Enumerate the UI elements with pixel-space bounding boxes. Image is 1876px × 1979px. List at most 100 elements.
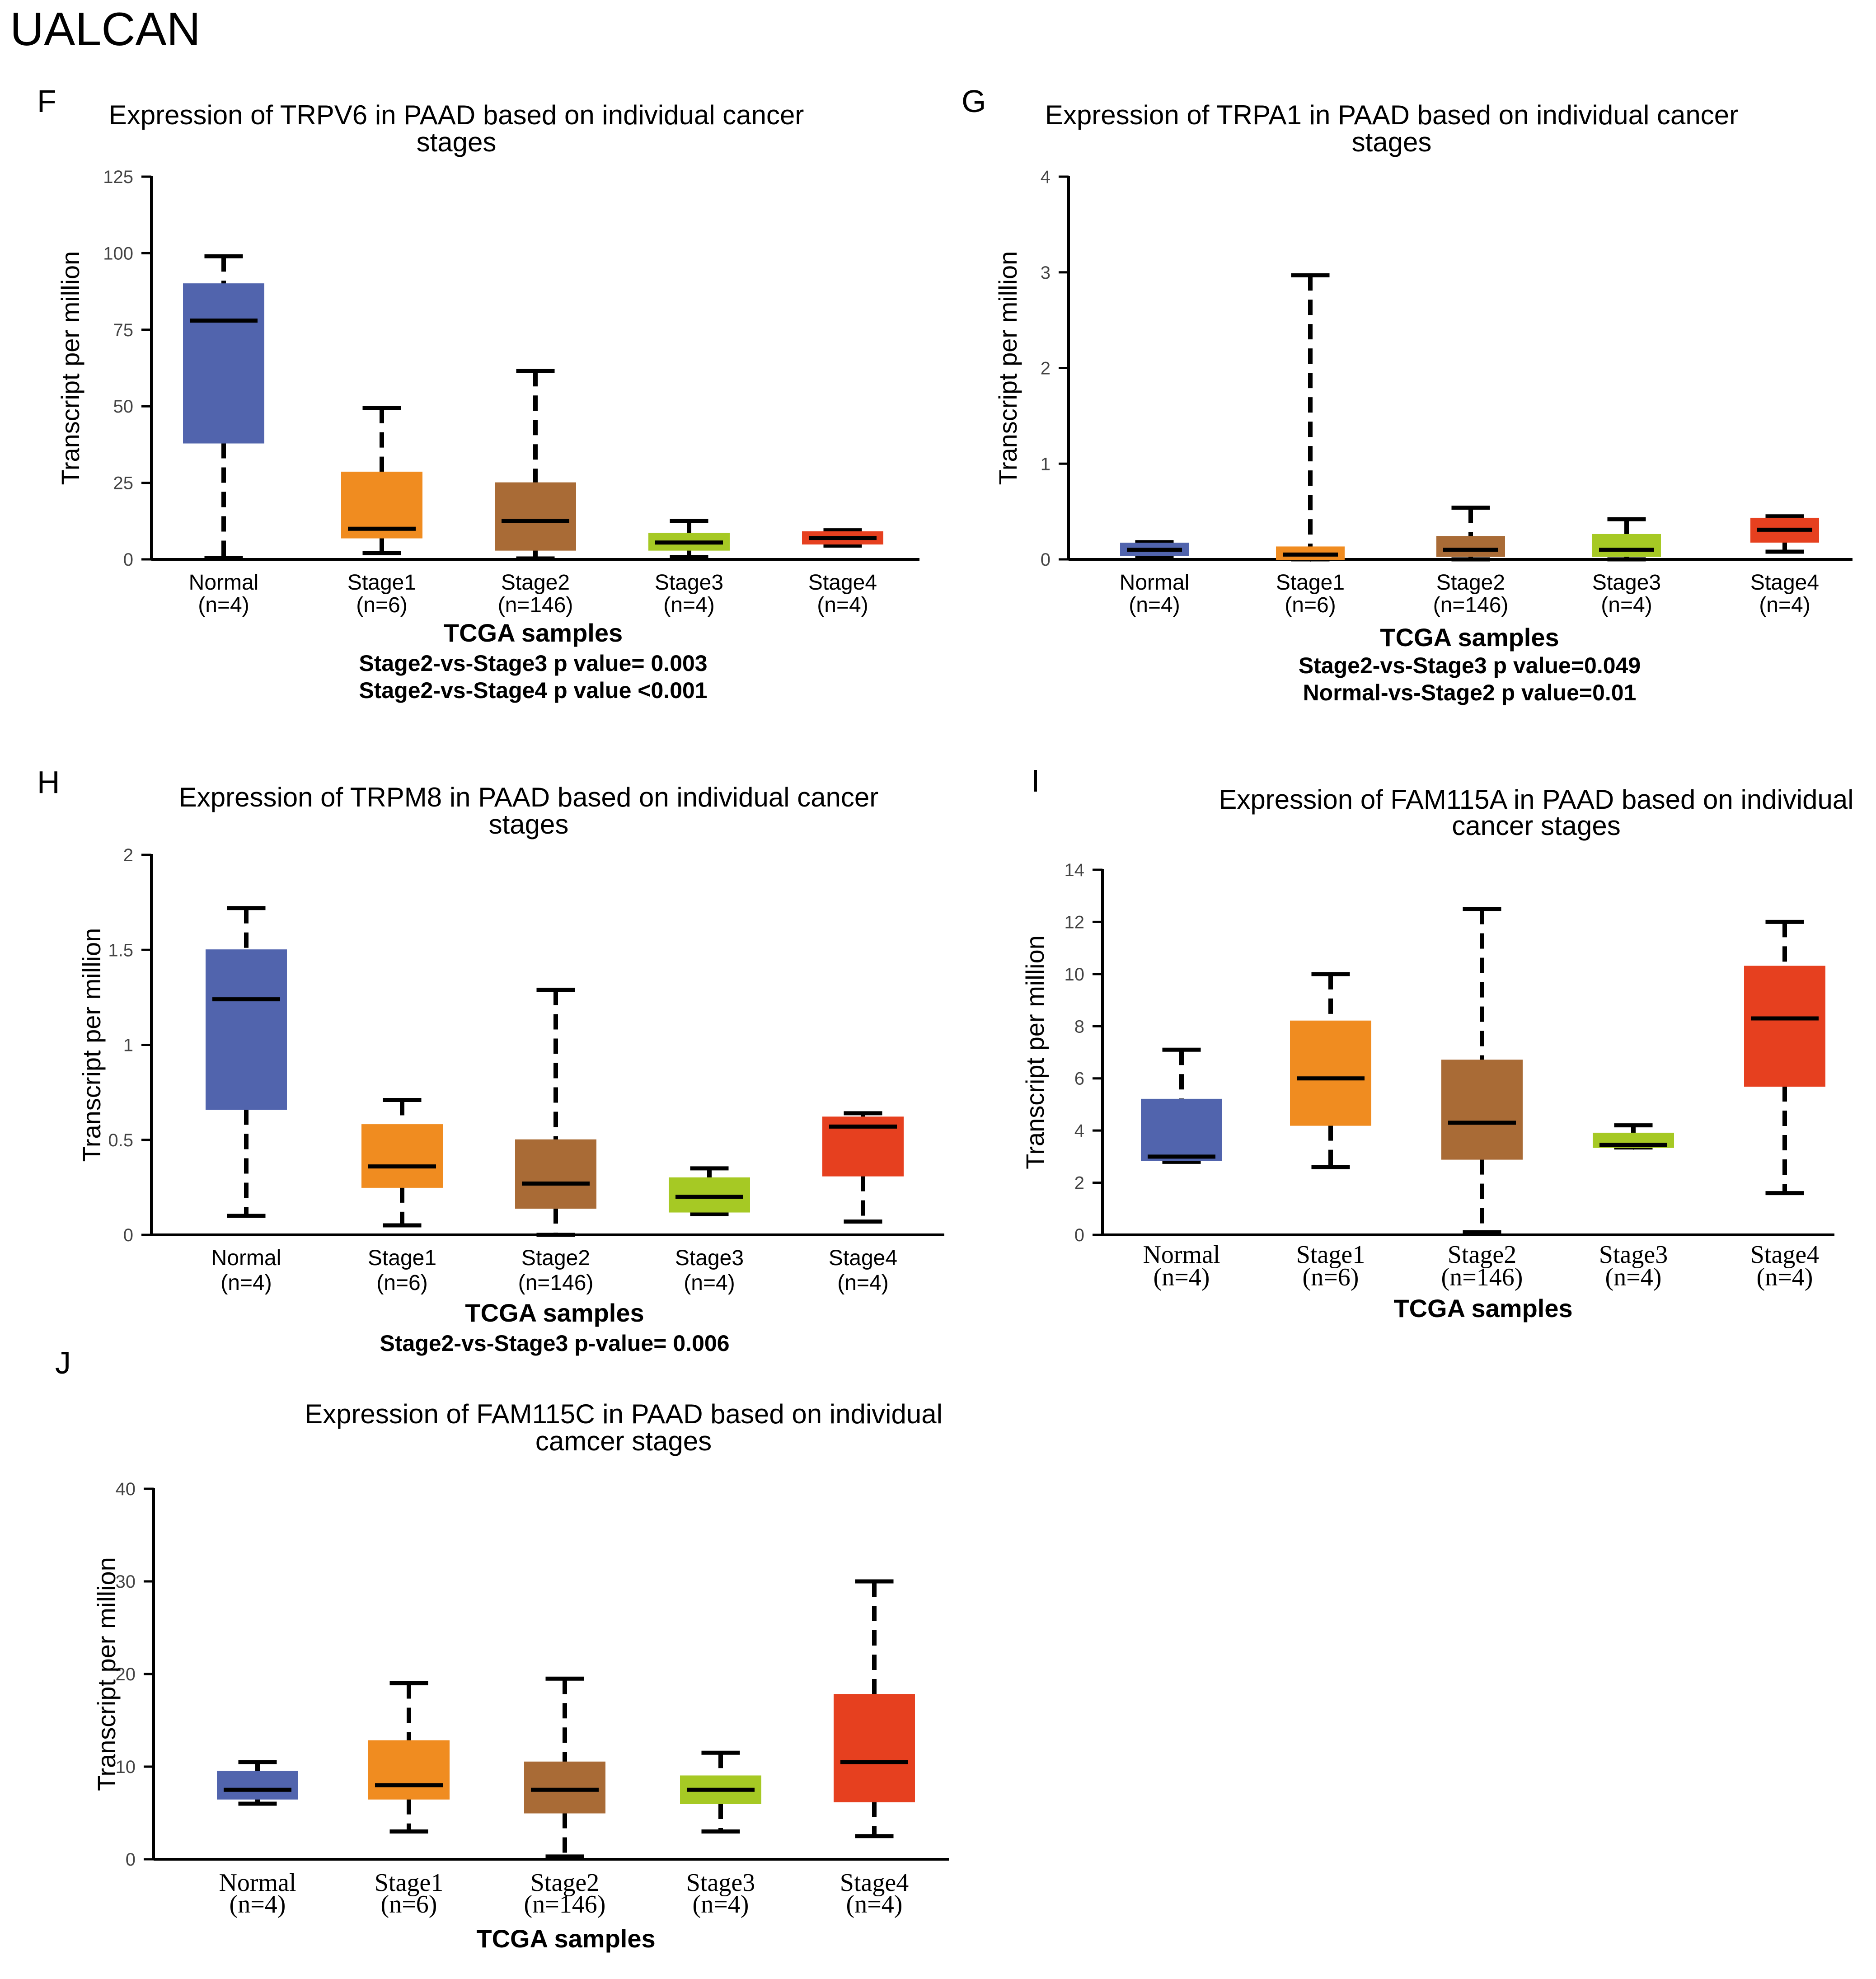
box-stage4 [834,1579,915,1838]
y-tick-label: 75 [113,320,134,340]
y-tick-label: 1 [1041,454,1051,474]
y-tick-label: 25 [113,474,134,493]
iqr-box [361,1124,443,1188]
iqr-box [217,1771,298,1800]
box-stage1 [1290,972,1371,1169]
chart-title-line: Expression of FAM115C in PAAD based on i… [305,1399,943,1429]
x-sample-count-label: (n=6) [1285,593,1336,617]
x-category-label: Stage2 [521,1246,590,1270]
y-tick-label: 2 [1041,359,1051,379]
x-category-label: Stage2 [1448,1241,1516,1269]
x-sample-count-label: (n=6) [1303,1263,1359,1291]
y-tick-label: 12 [1065,912,1085,932]
box-stage1 [368,1681,450,1834]
panel-label: J [55,1345,71,1380]
y-tick-label: 125 [103,167,133,187]
panel-label: H [37,764,60,800]
x-sample-count-label: (n=4) [693,1890,749,1918]
y-tick-label: 4 [1041,167,1051,187]
y-tick-label: 2 [1074,1173,1084,1193]
box-normal [206,906,287,1218]
box-stage3 [1593,1123,1674,1150]
x-sample-count-label: (n=4) [1759,593,1810,617]
x-sample-count-label: (n=4) [1757,1263,1813,1291]
iqr-box [495,482,576,551]
box-stage2 [1436,506,1505,562]
y-axis-label: Transcript per million [77,928,106,1162]
box-stage2 [515,988,596,1237]
x-category-label: Normal [211,1246,281,1270]
x-category-label: Stage3 [1592,571,1661,595]
x-category-label: Stage1 [368,1246,436,1270]
box-stage3 [669,1166,750,1216]
y-tick-label: 3 [1041,263,1051,283]
y-axis-label: Transcript per million [994,251,1022,485]
x-sample-count-label: (n=146) [524,1890,606,1918]
x-category-label: Stage1 [1296,1241,1365,1269]
y-tick-label: 1.5 [108,940,133,960]
panel-label: F [37,84,56,119]
x-sample-count-label: (n=4) [817,593,868,617]
chart-panel-h: H Expression of TRPM8 in PAAD based on in… [37,764,944,1356]
iqr-box [524,1761,605,1814]
x-category-label: Stage2 [530,1869,599,1897]
x-sample-count-label: (n=6) [356,593,407,617]
x-sample-count-label: (n=4) [220,1271,272,1295]
x-category-label: Normal [219,1869,296,1897]
x-sample-count-label: (n=146) [1441,1263,1523,1291]
iqr-box [515,1139,596,1209]
chart-title-line: camcer stages [535,1426,712,1456]
box-stage1 [341,406,422,555]
chart-title-line: Expression of TRPM8 in PAAD based on ind… [179,782,879,812]
box-stage2 [1441,907,1523,1234]
iqr-box [1744,966,1825,1087]
x-category-label: Stage3 [1599,1241,1668,1269]
y-tick-label: 6 [1074,1069,1084,1089]
x-axis-label: TCGA samples [465,1299,644,1327]
x-sample-count-label: (n=4) [837,1271,888,1295]
y-tick-label: 30 [116,1572,136,1592]
p-value-annotation: Stage2-vs-Stage4 p value <0.001 [359,678,707,703]
x-sample-count-label: (n=4) [1601,593,1652,617]
p-value-annotation: Stage2-vs-Stage3 p-value= 0.006 [380,1331,730,1356]
y-axis-label: Transcript per million [92,1557,121,1791]
chart-title-line: Expression of TRPV6 in PAAD based on ind… [109,100,804,130]
x-category-label: Stage3 [655,571,723,595]
x-category-label: Normal [1143,1241,1220,1269]
x-category-label: Stage3 [675,1246,744,1270]
y-tick-label: 0 [123,550,133,570]
y-tick-label: 50 [113,397,134,417]
box-normal [183,254,264,560]
box-stage1 [361,1097,443,1228]
chart-title-line: stages [417,127,497,157]
y-tick-label: 14 [1065,860,1085,880]
panel-label: I [1031,763,1040,798]
box-stage3 [1592,517,1661,562]
panel-label: G [961,84,986,119]
chart-title-line: stages [1352,127,1432,157]
box-stage3 [648,519,730,559]
x-sample-count-label: (n=146) [498,593,573,617]
x-category-label: Stage1 [1276,571,1345,595]
y-tick-label: 0 [123,1225,133,1245]
box-stage3 [680,1750,761,1834]
x-sample-count-label: (n=4) [198,593,249,617]
chart-title-line: Expression of TRPA1 in PAAD based on ind… [1045,100,1738,130]
x-sample-count-label: (n=4) [1129,593,1180,617]
x-category-label: Stage4 [829,1246,897,1270]
x-axis-label: TCGA samples [444,619,623,647]
x-sample-count-label: (n=6) [376,1271,427,1295]
y-tick-label: 100 [103,244,133,263]
y-tick-label: 0 [126,1850,136,1870]
x-category-label: Stage1 [375,1869,443,1897]
box-stage1 [1276,273,1345,562]
x-category-label: Normal [189,571,259,595]
box-stage2 [524,1676,605,1859]
x-sample-count-label: (n=4) [1154,1263,1210,1291]
x-sample-count-label: (n=4) [663,593,714,617]
iqr-box [834,1694,915,1802]
y-tick-label: 4 [1074,1121,1084,1141]
y-tick-label: 40 [116,1479,136,1499]
x-sample-count-label: (n=6) [381,1890,437,1918]
chart-title-line: stages [489,809,569,839]
